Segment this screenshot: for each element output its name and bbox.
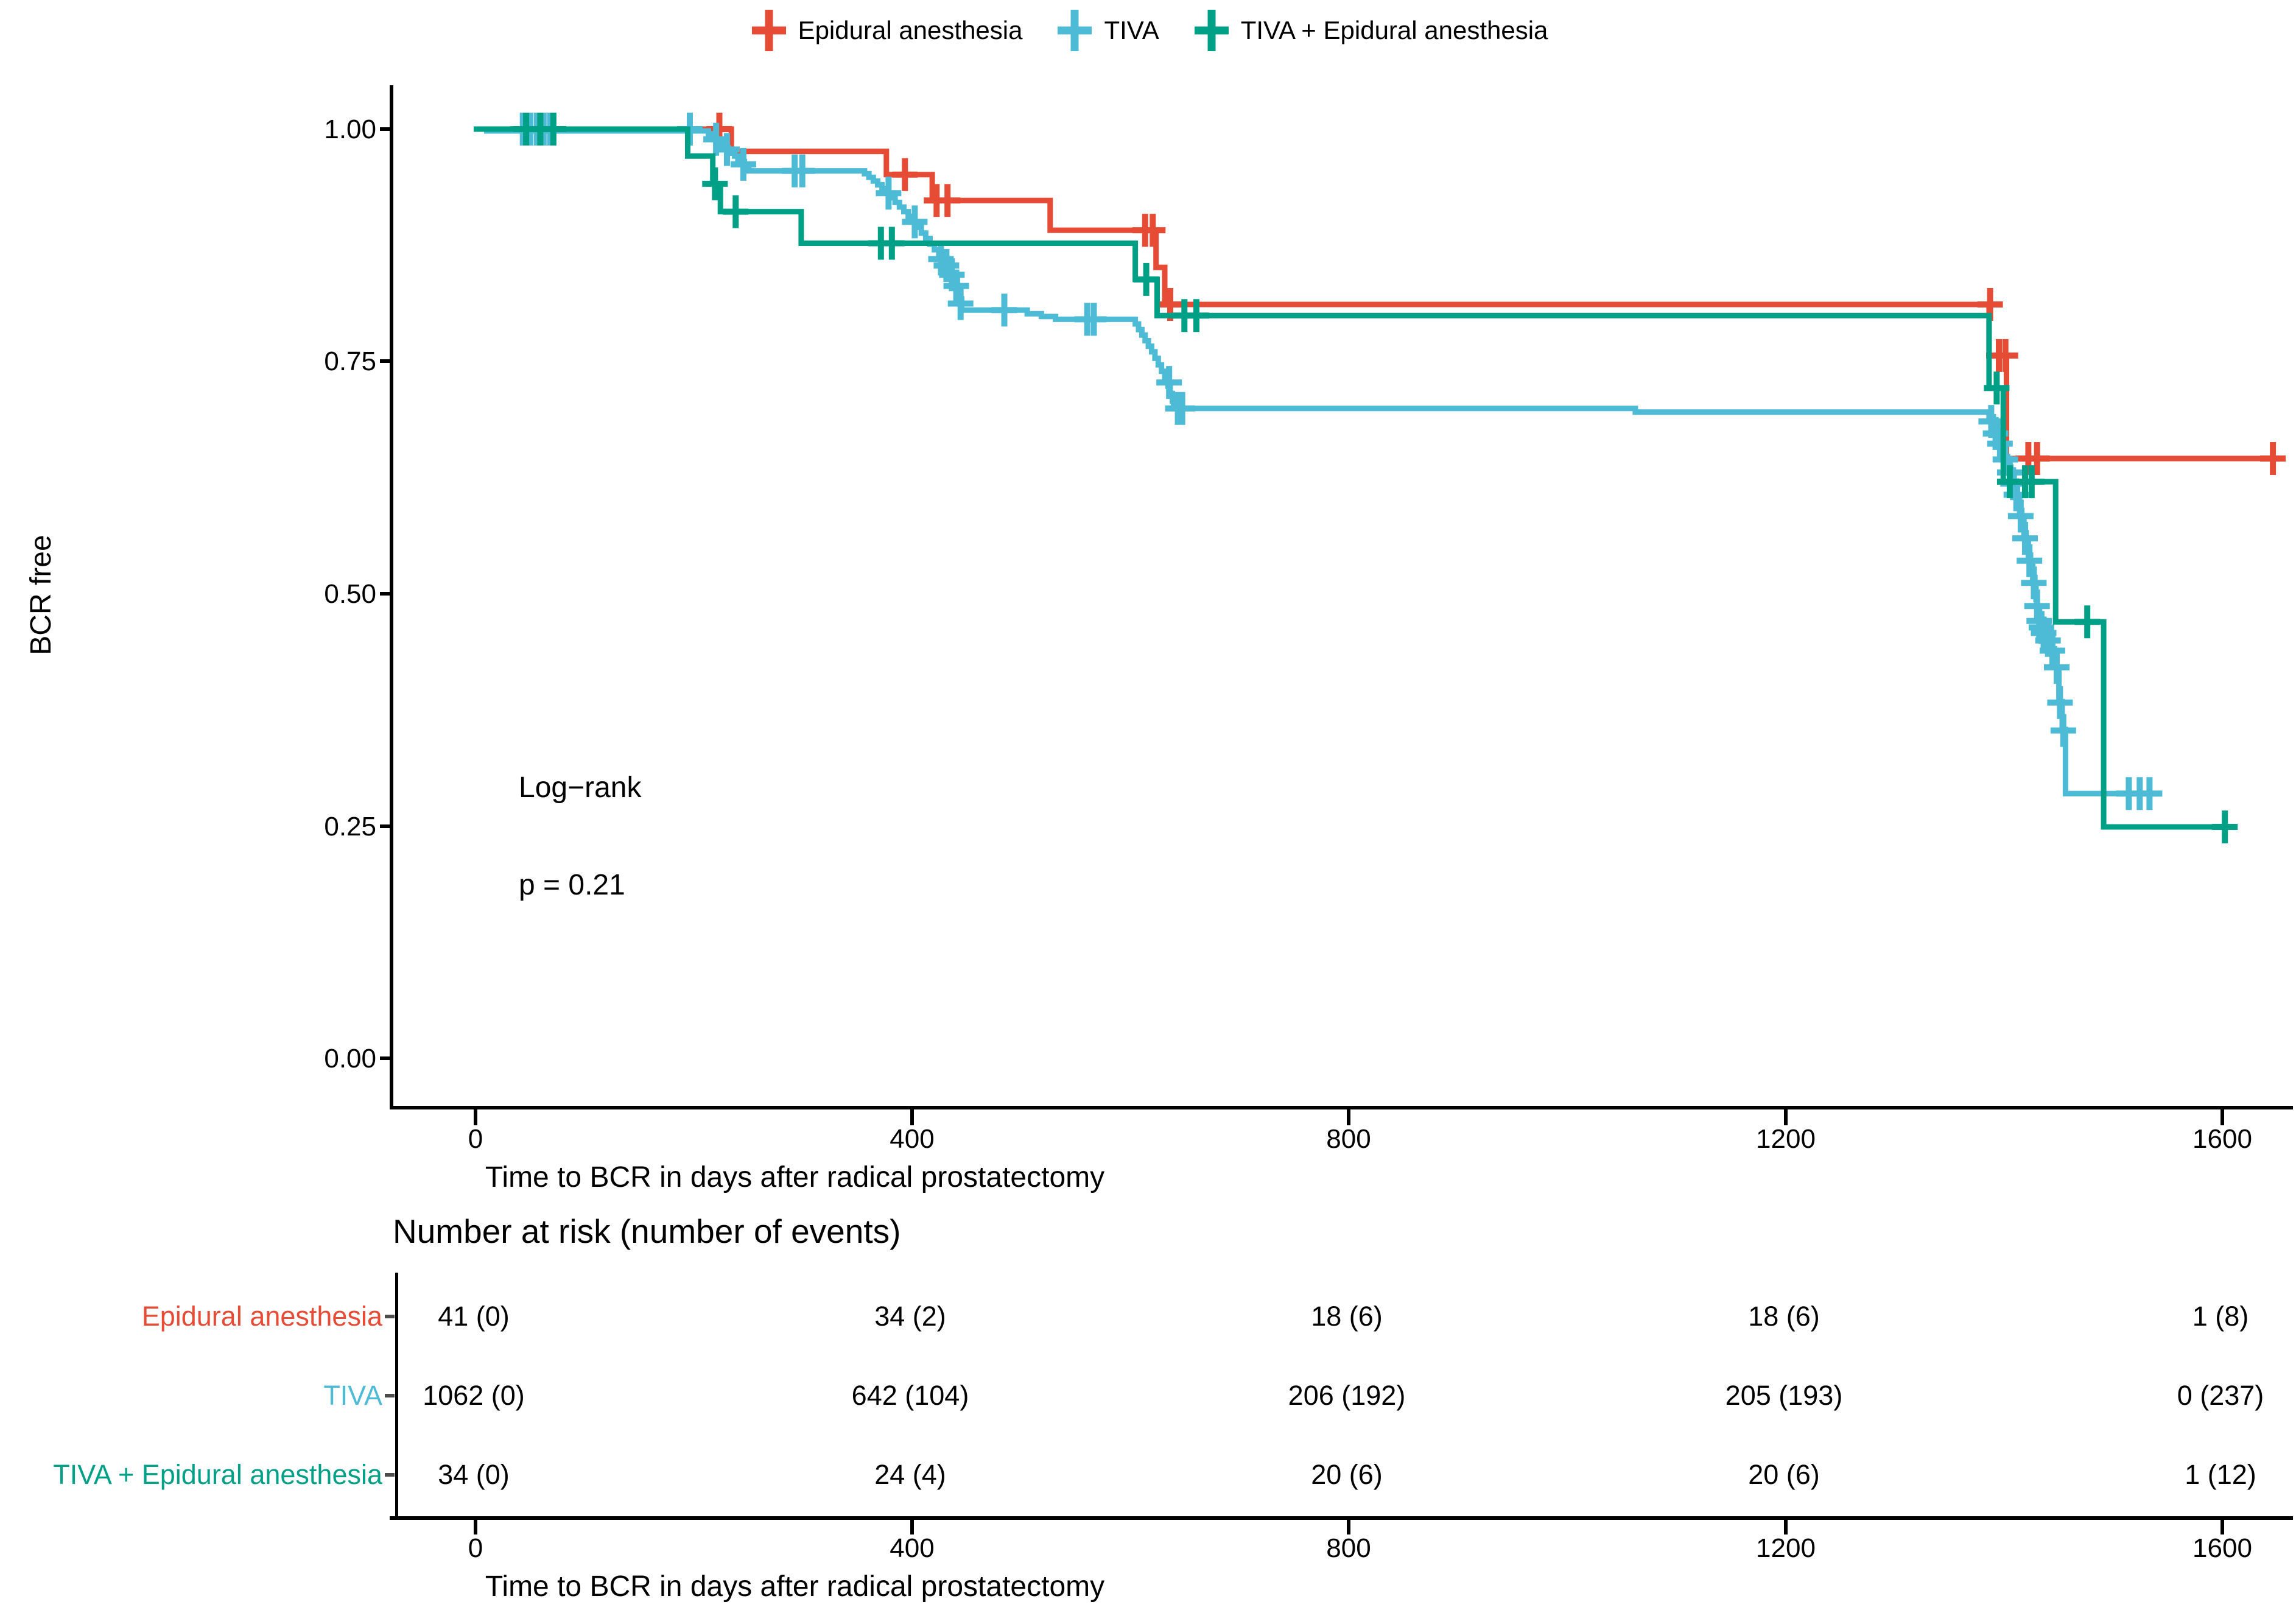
risk-value: 34 (0) <box>438 1459 510 1490</box>
km-censor-marks-2 <box>513 113 2238 843</box>
risk-x-tick-label: 800 <box>1326 1533 1371 1563</box>
y-axis-title: BCR free <box>25 535 57 655</box>
y-axis-line <box>390 85 393 1109</box>
risk-row-tick <box>385 1315 395 1318</box>
y-tick <box>380 592 390 596</box>
y-tick <box>380 359 390 363</box>
km-curve-1 <box>474 126 2155 796</box>
risk-value: 24 (4) <box>874 1459 946 1490</box>
km-curve-0 <box>474 126 2278 462</box>
y-tick <box>380 824 390 828</box>
risk-x-tick-label: 400 <box>890 1533 935 1563</box>
x-axis-line <box>390 1106 2293 1109</box>
risk-table-x-axis-line <box>390 1516 2293 1520</box>
risk-value: 20 (6) <box>1311 1459 1383 1490</box>
risk-x-tick <box>910 1520 914 1534</box>
risk-value: 20 (6) <box>1748 1459 1820 1490</box>
km-curve-2 <box>474 126 2225 830</box>
legend-label-epidural: Epidural anesthesia <box>798 16 1023 44</box>
risk-row-label-tiva-epidural: TIVA + Epidural anesthesia <box>53 1459 382 1490</box>
y-tick-label: 0.25 <box>324 812 376 842</box>
x-tick <box>2221 1109 2224 1125</box>
legend-label-tiva: TIVA <box>1104 16 1159 44</box>
p-value-annotation: p = 0.21 <box>519 869 625 901</box>
legend: Epidural anesthesia TIVA TIVA + Epidural… <box>0 6 2296 55</box>
risk-value: 1062 (0) <box>423 1380 525 1411</box>
risk-value: 18 (6) <box>1748 1301 1820 1332</box>
risk-table-title: Number at risk (number of events) <box>393 1212 901 1250</box>
risk-value: 642 (104) <box>851 1380 969 1411</box>
risk-value: 41 (0) <box>438 1301 510 1332</box>
x-tick <box>1784 1109 1788 1125</box>
x-tick-label: 800 <box>1326 1124 1371 1154</box>
x-tick <box>910 1109 914 1125</box>
x-tick <box>474 1109 477 1125</box>
x-axis-title: Time to BCR in days after radical prosta… <box>485 1161 1105 1193</box>
risk-x-tick <box>1784 1520 1788 1534</box>
km-censor-marks-0 <box>706 113 2286 475</box>
y-tick-label: 0.00 <box>324 1044 376 1074</box>
y-tick <box>380 1056 390 1060</box>
risk-value: 0 (237) <box>2177 1380 2264 1411</box>
risk-table-x-axis-title: Time to BCR in days after radical prosta… <box>485 1570 1105 1603</box>
log-rank-annotation: Log−rank <box>519 772 642 804</box>
y-tick <box>380 127 390 131</box>
risk-value: 18 (6) <box>1311 1301 1383 1332</box>
y-tick-label: 0.75 <box>324 346 376 376</box>
risk-table-axis-line <box>395 1273 398 1516</box>
plus-censor-icon <box>1194 10 1229 51</box>
legend-label-tiva-epidural: TIVA + Epidural anesthesia <box>1240 16 1548 44</box>
legend-item-tiva: TIVA <box>1054 6 1159 55</box>
risk-x-tick <box>474 1520 477 1534</box>
risk-row-label-tiva: TIVA <box>323 1380 382 1411</box>
x-tick <box>1347 1109 1350 1125</box>
risk-value: 1 (8) <box>2192 1301 2249 1332</box>
risk-value: 34 (2) <box>874 1301 946 1332</box>
legend-item-tiva-epidural: TIVA + Epidural anesthesia <box>1191 6 1548 55</box>
risk-value: 205 (193) <box>1725 1380 1843 1411</box>
x-tick-label: 0 <box>468 1124 483 1154</box>
risk-x-tick <box>1347 1520 1350 1534</box>
risk-value: 1 (12) <box>2185 1459 2256 1490</box>
x-tick-label: 1200 <box>1756 1124 1816 1154</box>
legend-item-epidural: Epidural anesthesia <box>748 6 1023 55</box>
risk-row-label-epidural: Epidural anesthesia <box>141 1301 382 1332</box>
risk-x-tick-label: 1600 <box>2192 1533 2252 1563</box>
risk-row-tick <box>385 1394 395 1397</box>
risk-row-tick <box>385 1473 395 1477</box>
plus-censor-icon <box>751 10 786 51</box>
plus-censor-icon <box>1058 10 1092 51</box>
km-censor-marks-1 <box>510 113 2163 810</box>
risk-x-tick-label: 1200 <box>1756 1533 1816 1563</box>
x-tick-label: 1600 <box>2192 1124 2252 1154</box>
risk-x-tick-label: 0 <box>468 1533 483 1563</box>
x-tick-label: 400 <box>890 1124 935 1154</box>
y-tick-label: 0.50 <box>324 579 376 609</box>
risk-x-tick <box>2221 1520 2224 1534</box>
y-tick-label: 1.00 <box>324 114 376 144</box>
risk-value: 206 (192) <box>1288 1380 1406 1411</box>
